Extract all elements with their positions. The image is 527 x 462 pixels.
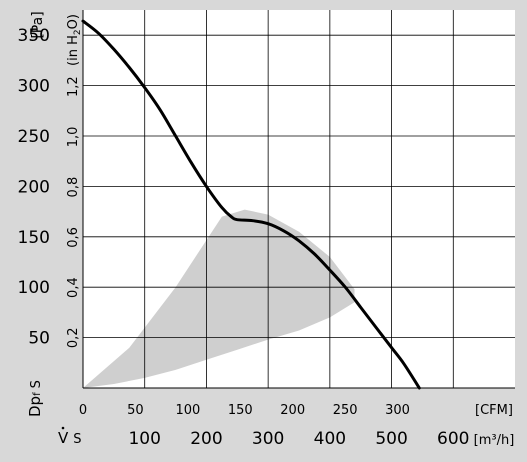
- y-tick-label-pa: 200: [18, 177, 50, 197]
- x-tick-label-cfm: 200: [280, 403, 305, 418]
- y-tick-label-pa: 50: [28, 329, 50, 349]
- y-tick-label-inh2o: 1,0: [66, 127, 81, 148]
- x-tick-label-cfm: 150: [228, 403, 253, 418]
- x-tick-label-cfm: 50: [127, 403, 144, 418]
- y-tick-label-pa: 100: [18, 278, 50, 298]
- y-tick-label-inh2o: 0,4: [66, 277, 81, 298]
- y-tick-label-pa: 350: [18, 26, 50, 46]
- y-tick-label-inh2o: 1,2: [66, 76, 81, 97]
- x-unit-label-cfm: [CFM]: [475, 403, 513, 418]
- x-tick-label-cfm: 100: [175, 403, 200, 418]
- x-tick-label-m3h: 600: [437, 429, 469, 449]
- x-tick-label-cfm: 0: [79, 403, 87, 418]
- fan-curve: [81, 19, 421, 390]
- y-axis-symbol: DpfS: [26, 380, 44, 417]
- flow-dot-mark: [61, 426, 65, 430]
- y-tick-label-pa: 250: [18, 127, 50, 147]
- x-tick-label-cfm: 250: [333, 403, 358, 418]
- x-tick-label-m3h: 200: [190, 429, 222, 449]
- y-tick-label-inh2o: 0,2: [66, 327, 81, 348]
- x-unit-label-m3h: [m³/h]: [474, 433, 515, 448]
- y-tick-label-inh2o: 0,6: [66, 227, 81, 248]
- y-tick-label-pa: 150: [18, 228, 50, 248]
- y-tick-label-pa: 300: [18, 77, 50, 97]
- x-tick-label-m3h: 300: [252, 429, 284, 449]
- x-tick-label-m3h: 500: [375, 429, 407, 449]
- y-unit-label-inh2o: (in H2O): [66, 14, 83, 66]
- x-tick-label-cfm: 300: [385, 403, 410, 418]
- y-tick-label-inh2o: 0,8: [66, 177, 81, 198]
- x-tick-label-m3h: 100: [128, 429, 160, 449]
- operating-zone: [83, 209, 355, 388]
- y-unit-label-pa: [Pa]: [30, 11, 46, 38]
- x-tick-label-m3h: 400: [314, 429, 346, 449]
